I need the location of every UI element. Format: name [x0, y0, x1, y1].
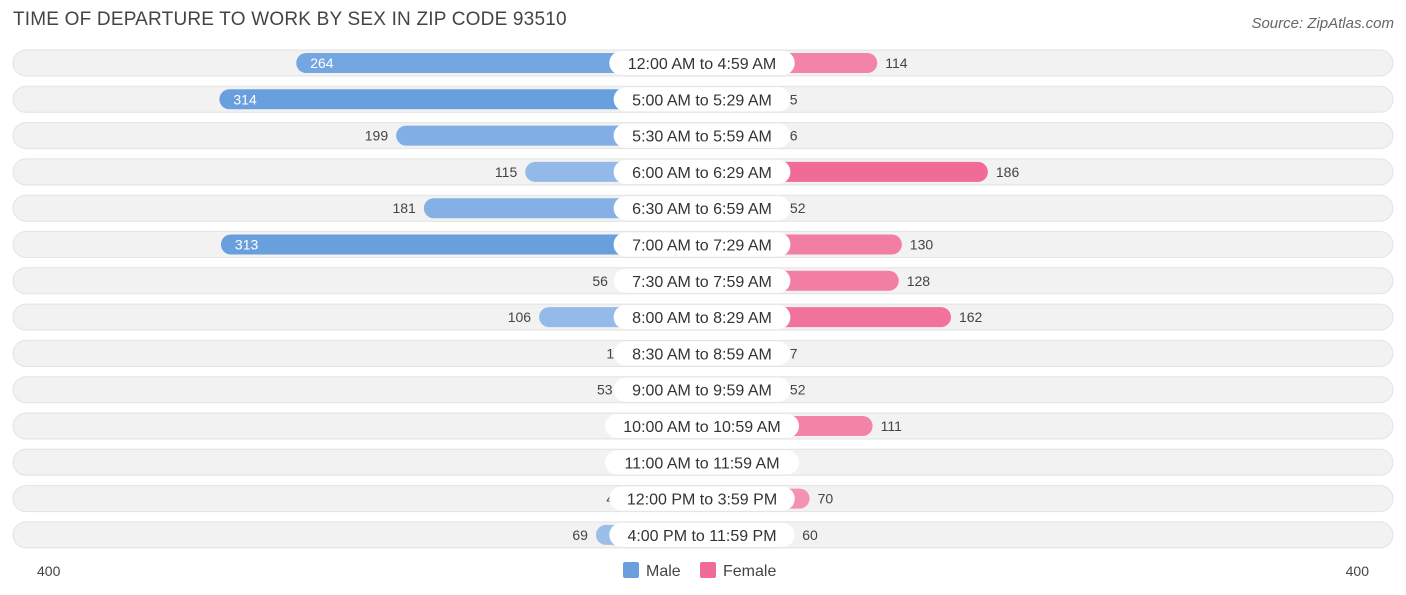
- bar-male: [296, 53, 702, 73]
- chart-row: 115 186 6:00 AM to 6:29 AM: [12, 158, 1394, 186]
- category-label: 12:00 PM to 3:59 PM: [627, 492, 777, 509]
- value-label-male: 106: [508, 309, 532, 325]
- category-pill: [613, 305, 791, 330]
- legend-label-male: Male: [646, 563, 681, 580]
- value-label-female: 52: [790, 382, 806, 398]
- value-label-male: 69: [572, 527, 588, 543]
- chart-row: 3311110:00 AM to 10:59 AM: [12, 412, 1394, 440]
- legend-label-female: Female: [723, 563, 776, 580]
- chart-row: 314355:00 AM to 5:29 AM: [12, 85, 1394, 113]
- category-pill: [609, 486, 795, 511]
- value-label-male: 181: [392, 200, 416, 216]
- chart-row: 313 130 7:00 AM to 7:29 AM: [12, 231, 1394, 258]
- category-pill: [613, 159, 791, 184]
- category-pill: [613, 232, 791, 257]
- chart-row: 447012:00 PM to 3:59 PM: [12, 485, 1394, 513]
- value-label-female: 52: [790, 200, 806, 216]
- value-label-male: 115: [495, 164, 518, 180]
- category-pill: [613, 268, 791, 293]
- value-label-female: 70: [818, 491, 834, 507]
- chart-row: 199165:30 AM to 5:59 AM: [12, 122, 1394, 150]
- category-pill: [613, 341, 791, 366]
- category-pill: [613, 123, 791, 148]
- category-pill: [605, 414, 799, 438]
- category-pill: [609, 51, 795, 75]
- category-pill: [613, 377, 791, 402]
- value-label-male: 56: [592, 273, 608, 289]
- category-label: 4:00 PM to 11:59 PM: [627, 528, 776, 545]
- value-label-male: 264: [310, 55, 334, 71]
- axis-label-left: 400: [37, 563, 61, 579]
- legend: Male Female: [623, 562, 776, 580]
- bar-male: [220, 234, 702, 255]
- category-label: 8:30 AM to 8:59 AM: [632, 346, 772, 363]
- category-label: 7:30 AM to 7:59 AM: [632, 274, 772, 291]
- value-label-female: 162: [959, 309, 983, 325]
- category-label: 10:00 AM to 10:59 AM: [623, 419, 780, 436]
- value-label-female: 186: [996, 164, 1020, 180]
- category-label: 9:00 AM to 9:59 AM: [632, 383, 772, 400]
- chart-row: 53 52 9:00 AM to 9:59 AM: [12, 376, 1394, 404]
- category-label: 6:30 AM to 6:59 AM: [632, 201, 772, 218]
- value-label-male: 199: [365, 128, 389, 144]
- category-pill: [609, 522, 795, 547]
- value-label-male: 53: [597, 382, 613, 398]
- value-label-female: 114: [885, 55, 908, 71]
- value-label-male: 313: [235, 237, 259, 253]
- value-label-female: 60: [802, 527, 818, 543]
- category-label: 7:00 AM to 7:29 AM: [632, 238, 772, 255]
- value-label-male: 314: [233, 91, 257, 107]
- legend-swatch-female: [700, 562, 716, 578]
- chart-row: 10178:30 AM to 8:59 AM: [12, 339, 1394, 367]
- chart-row: 56 128 7:30 AM to 7:59 AM: [12, 267, 1394, 295]
- legend-swatch-male: [623, 562, 639, 578]
- category-label: 6:00 AM to 6:29 AM: [632, 165, 772, 182]
- category-label: 12:00 AM to 4:59 AM: [628, 56, 777, 73]
- chart-row: 69 60 4:00 PM to 11:59 PM: [12, 521, 1394, 549]
- chart-source: Source: ZipAtlas.com: [1251, 15, 1394, 32]
- category-pill: [613, 196, 791, 221]
- chart-row: 264 114 12:00 AM to 4:59 AM: [12, 49, 1394, 77]
- chart-row: 106 162 8:00 AM to 8:29 AM: [12, 303, 1394, 331]
- value-label-female: 111: [881, 418, 902, 434]
- chart-row: 0011:00 AM to 11:59 AM: [12, 448, 1394, 476]
- bar-male: [219, 89, 702, 110]
- category-label: 8:00 AM to 8:29 AM: [632, 310, 772, 327]
- category-pill: [613, 87, 791, 112]
- category-label: 11:00 AM to 11:59 AM: [624, 455, 779, 472]
- value-label-female: 130: [910, 237, 934, 253]
- category-label: 5:30 AM to 5:59 AM: [632, 129, 772, 146]
- chart-row: 181 52 6:30 AM to 6:59 AM: [12, 194, 1394, 222]
- category-pill: [605, 450, 799, 475]
- category-label: 5:00 AM to 5:29 AM: [632, 92, 772, 109]
- axis-label-right: 400: [1346, 563, 1370, 579]
- chart-title: TIME OF DEPARTURE TO WORK BY SEX IN ZIP …: [13, 9, 567, 30]
- value-label-female: 128: [907, 273, 931, 289]
